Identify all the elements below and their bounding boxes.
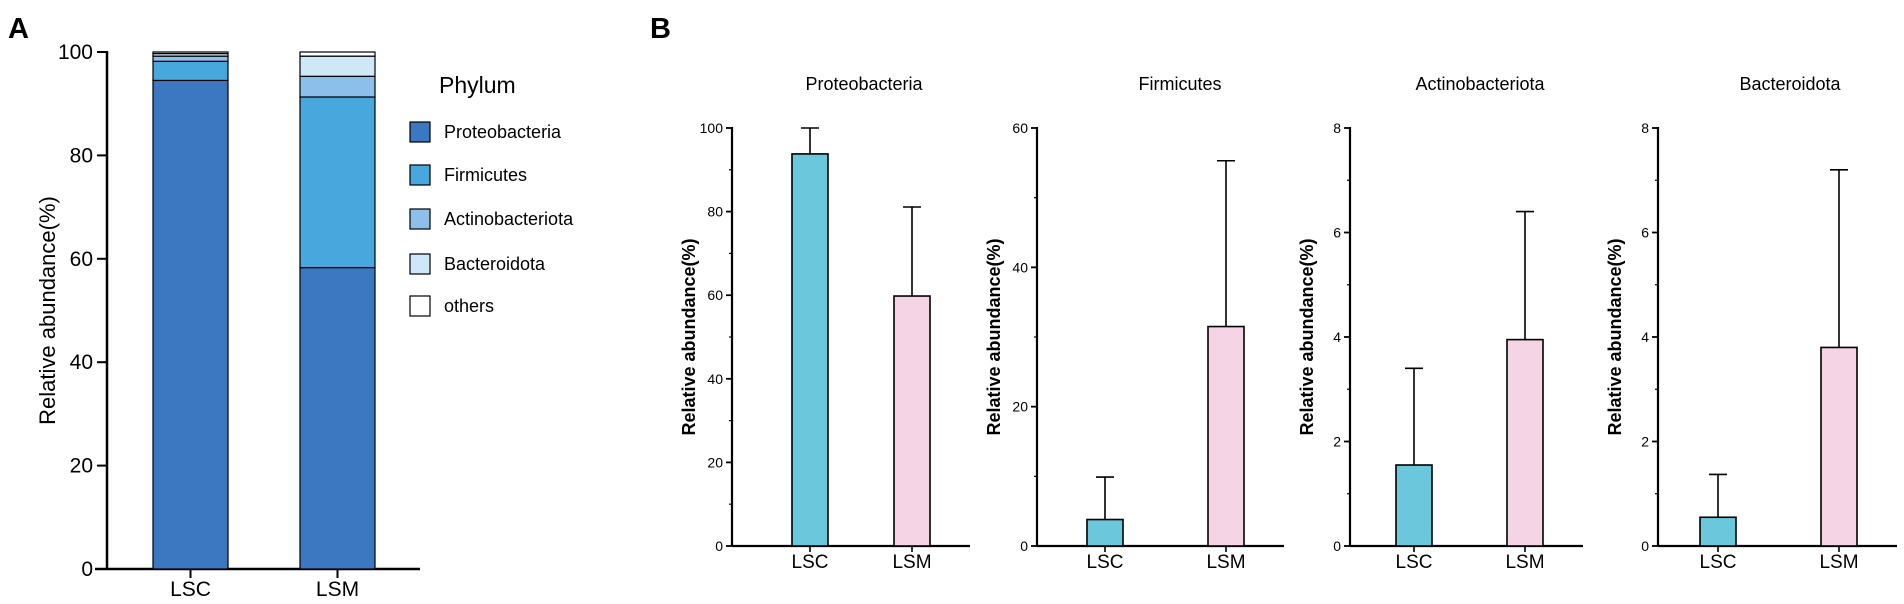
x-tick-label: LSM xyxy=(892,552,931,573)
legend-swatch-firmicutes xyxy=(409,164,431,186)
chart-firmicutes: Firmicutes 0 20 40 60 Relative abundance(%) LS… xyxy=(984,74,1284,573)
legend-label: others xyxy=(444,296,494,316)
bar-lsc xyxy=(1395,464,1433,547)
chart-title: Bacteroidota xyxy=(1739,74,1841,94)
y-tick-label: 40 xyxy=(1012,259,1028,275)
legend-title: Phylum xyxy=(439,72,516,98)
legend-swatch-others xyxy=(409,295,431,317)
x-tick-label: LSM xyxy=(1819,552,1858,573)
legend-swatch-bacteroidota xyxy=(409,253,431,275)
y-tick-label: 80 xyxy=(70,144,93,167)
y-tick-label: 2 xyxy=(1333,434,1341,450)
y-tick-label: 8 xyxy=(1333,120,1341,136)
stacked-segment-lsc-others xyxy=(152,51,229,55)
stacked-bar-chart: 0 20 40 60 80 100 Relative abundance(%) LSC LSM xyxy=(35,41,420,601)
y-tick-label: 100 xyxy=(700,120,724,136)
y-tick-label: 8 xyxy=(1641,120,1649,136)
x-tick-label: LSC xyxy=(170,578,211,601)
y-tick-label: 0 xyxy=(1333,538,1341,554)
y-tick-label: 20 xyxy=(707,454,723,470)
legend-label: Firmicutes xyxy=(444,165,527,185)
x-tick-label: LSC xyxy=(792,552,829,573)
stacked-segment-lsm-others xyxy=(299,51,376,57)
bar-lsm xyxy=(1820,346,1858,547)
y-tick-label: 60 xyxy=(70,248,93,271)
legend-label: Actinobacteriota xyxy=(444,209,574,229)
bar-lsm xyxy=(1506,338,1544,547)
y-axis-title: Relative abundance(%) xyxy=(679,238,699,435)
y-tick-label: 100 xyxy=(58,41,93,64)
y-tick-label: 0 xyxy=(81,558,93,581)
y-axis-title: Relative abundance(%) xyxy=(984,238,1004,435)
chart-title: Actinobacteriota xyxy=(1415,74,1545,94)
y-tick-label: 0 xyxy=(1641,538,1649,554)
y-tick-label: 40 xyxy=(70,351,93,374)
stacked-segment-lsm-bacteroidota xyxy=(299,55,376,77)
y-axis-title: Relative abundance(%) xyxy=(1605,238,1625,435)
stacked-segment-lsm-firmicutes xyxy=(299,96,376,269)
stacked-segment-lsc-actinobacteriota xyxy=(152,55,229,62)
legend-swatch-actinobacteriota xyxy=(409,208,431,230)
x-tick-label: LSC xyxy=(1700,552,1737,573)
chart-bacteroidota: Bacteroidota 0 2 4 6 8 Relative abundance(%) LS… xyxy=(1605,74,1897,573)
y-tick-label: 40 xyxy=(707,371,723,387)
y-axis-title: Relative abundance(%) xyxy=(1297,238,1317,435)
y-tick-label: 0 xyxy=(715,538,723,554)
y-tick-label: 4 xyxy=(1641,329,1649,345)
chart-actinobacteriota: Actinobacteriota 0 2 4 6 8 Relative abundance(… xyxy=(1297,74,1583,573)
y-axis-title: Relative abundance(%) xyxy=(35,196,60,425)
stacked-segment-lsc-firmicutes xyxy=(152,60,229,82)
x-tick-label: LSM xyxy=(316,578,359,601)
y-tick-label: 60 xyxy=(707,287,723,303)
y-tick-label: 6 xyxy=(1333,225,1341,241)
y-tick-label: 4 xyxy=(1333,329,1341,345)
y-tick-label: 2 xyxy=(1641,434,1649,450)
bar-lsc xyxy=(1086,518,1124,547)
y-tick-label: 6 xyxy=(1641,225,1649,241)
x-tick-label: LSM xyxy=(1505,552,1544,573)
x-tick-label: LSC xyxy=(1087,552,1124,573)
stacked-segment-lsc-proteobacteria xyxy=(152,79,229,570)
y-tick-label: 60 xyxy=(1012,120,1028,136)
chart-title: Proteobacteria xyxy=(805,74,923,94)
y-tick-label: 20 xyxy=(1012,399,1028,415)
x-tick-label: LSM xyxy=(1206,552,1245,573)
y-tick-label: 20 xyxy=(70,455,93,478)
chart-proteobacteria: Proteobacteria 0 20 40 60 80 100 Relative abund… xyxy=(679,74,970,573)
stacked-segment-lsm-proteobacteria xyxy=(299,266,376,570)
phylum-legend: Phylum Proteobacteria Firmicutes Actinobact… xyxy=(409,72,574,317)
y-tick-label: 0 xyxy=(1020,538,1028,554)
panel-b-label: B xyxy=(650,13,671,45)
legend-label: Proteobacteria xyxy=(444,122,562,142)
x-tick-label: LSC xyxy=(1396,552,1433,573)
bar-lsc xyxy=(1699,516,1737,547)
panel-a-label: A xyxy=(8,13,29,45)
chart-title: Firmicutes xyxy=(1138,74,1221,94)
y-tick-label: 80 xyxy=(707,204,723,220)
stacked-segment-lsm-actinobacteriota xyxy=(299,75,376,98)
bar-lsm xyxy=(1207,325,1245,547)
legend-label: Bacteroidota xyxy=(444,254,546,274)
legend-swatch-proteobacteria xyxy=(409,121,431,143)
bar-lsc xyxy=(791,153,829,547)
bar-lsm xyxy=(893,295,931,547)
